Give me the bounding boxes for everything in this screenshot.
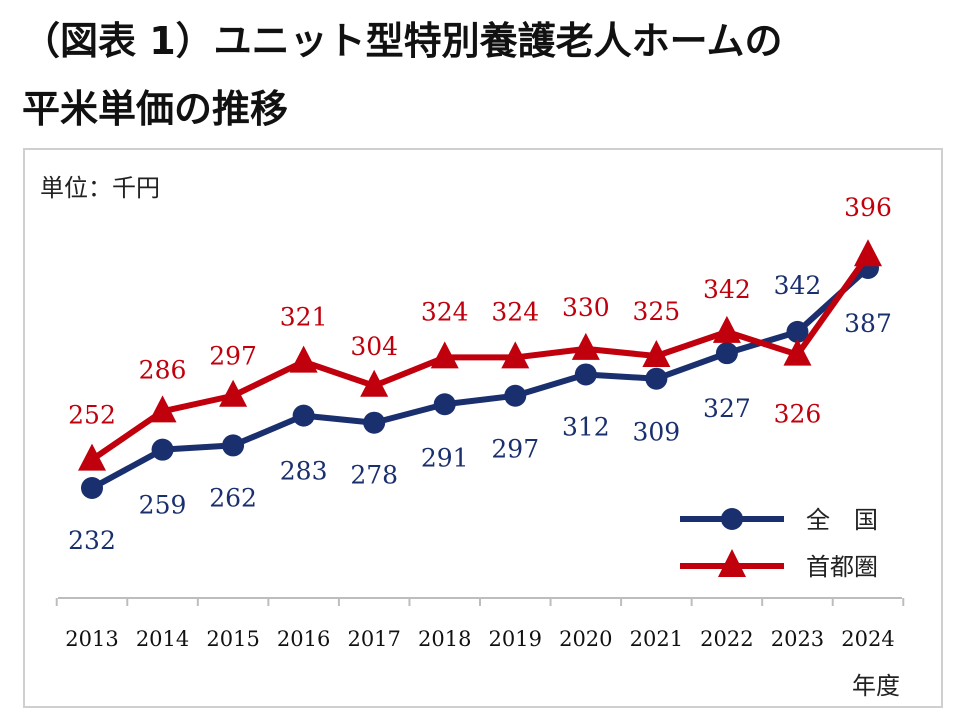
legend-label: 全 国	[806, 506, 878, 534]
data-label: 262	[209, 483, 257, 512]
x-tick-label: 2016	[277, 627, 330, 651]
data-label: 327	[703, 394, 751, 423]
legend-label: 首都圏	[806, 553, 878, 581]
data-point-circle	[645, 367, 668, 390]
data-label: 291	[421, 443, 469, 472]
data-label: 325	[633, 297, 681, 326]
data-label: 324	[491, 297, 539, 326]
data-point-triangle	[289, 345, 318, 373]
x-axis-ticks: 2013 2014 2015 2016 2017 2018 2019 2020 2021 2022…	[55, 598, 905, 651]
x-tick-label: 2024	[841, 627, 894, 651]
chart-title-line-1: （図表 1）ユニット型特別養護老人ホームの	[22, 19, 783, 63]
x-tick-label: 2015	[206, 627, 259, 651]
data-point-triangle	[854, 239, 882, 267]
data-point-triangle	[360, 369, 389, 397]
data-label: 312	[562, 412, 610, 441]
data-point-triangle	[78, 443, 106, 471]
series-line	[90, 265, 871, 491]
data-point-triangle	[712, 315, 741, 343]
data-point-triangle	[430, 341, 459, 369]
data-point-circle	[504, 384, 527, 407]
x-tick-label: 2014	[136, 627, 189, 651]
data-point-circle	[786, 320, 809, 343]
data-label: 232	[68, 526, 116, 555]
data-label: 304	[350, 332, 398, 361]
data-point-triangle	[501, 341, 530, 369]
x-tick-label: 2019	[489, 627, 542, 651]
data-point-circle	[433, 393, 456, 416]
x-axis-title: 年度	[852, 672, 900, 700]
data-label: 297	[491, 435, 539, 464]
chart-frame	[23, 148, 943, 708]
data-point-triangle	[219, 379, 248, 407]
x-tick-label: 2020	[559, 627, 612, 651]
data-label: 283	[280, 457, 328, 486]
data-label: 259	[139, 491, 187, 520]
data-point-circle	[574, 363, 597, 386]
data-point-triangle	[148, 395, 177, 423]
data-point-circle	[715, 342, 738, 365]
data-label: 342	[774, 271, 822, 300]
data-label: 297	[209, 342, 257, 371]
x-tick-label: 2017	[347, 627, 400, 651]
data-point-circle	[363, 411, 386, 434]
x-tick-label: 2018	[418, 627, 471, 651]
data-point-circle	[81, 477, 103, 499]
x-tick-label: 2022	[700, 627, 753, 651]
x-tick-label: 2023	[771, 627, 824, 651]
data-label: 321	[280, 303, 328, 332]
data-label: 286	[139, 355, 187, 384]
series-metro: 252 286 297 321 304 324 324 330 325 342 326 396	[68, 193, 892, 471]
legend-marker-triangle	[718, 549, 746, 577]
data-point-triangle	[571, 332, 600, 360]
data-point-circle	[151, 438, 174, 461]
data-point-triangle	[783, 338, 812, 366]
chart-title-line-2: 平米単価の推移	[22, 87, 289, 131]
data-point-circle	[292, 404, 315, 427]
data-label: 342	[703, 275, 751, 304]
data-label: 252	[68, 401, 116, 430]
data-point-triangle	[642, 340, 671, 367]
data-label: 309	[633, 418, 681, 447]
data-label: 330	[562, 293, 610, 322]
data-label: 387	[844, 309, 892, 338]
data-label: 324	[421, 297, 469, 326]
data-label: 326	[774, 400, 822, 429]
series-national: 232 259 262 283 278 291 297 312 309 327 342 387	[68, 257, 892, 555]
unit-label: 単位：千円	[40, 174, 160, 202]
x-tick-label: 2021	[630, 627, 683, 651]
data-label: 396	[844, 193, 892, 222]
series-line	[90, 253, 871, 463]
legend-marker-circle	[721, 508, 743, 530]
data-point-circle	[222, 434, 245, 457]
data-label: 278	[350, 461, 398, 490]
x-tick-label: 2013	[65, 627, 118, 651]
